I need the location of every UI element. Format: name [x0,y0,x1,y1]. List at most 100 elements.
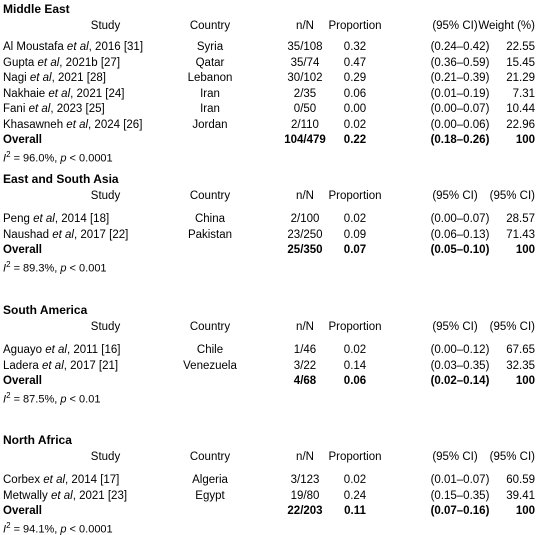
study-name: Khasawneh et al, 2024 [26] [3,119,142,131]
proportion: 0.24 [315,490,395,502]
weight: 39.41 [475,490,535,502]
country: Jordan [165,119,255,131]
heterogeneity-stat: I2 = 94.1%, p < 0.0001 [3,521,113,535]
header-country: Country [165,321,255,333]
country: Iran [165,88,255,100]
proportion: 0.14 [315,360,395,372]
p-value: < 0.001 [70,262,107,274]
weight: 15.45 [475,57,535,69]
overall-label: Overall [3,505,42,517]
p-value: < 0.0001 [70,152,113,164]
country: Algeria [165,474,255,486]
i-squared-value: = 94.1%, [14,523,58,535]
study-name: Al Moustafa et al, 2016 [31] [3,41,143,53]
proportion: 0.02 [315,344,395,356]
weight: 32.35 [475,360,535,372]
p-value: < 0.01 [70,393,101,405]
header-weight: (95% CI) [475,451,535,463]
proportion: 0.02 [315,119,395,131]
weight: 60.59 [475,474,535,486]
proportion: 0.02 [315,474,395,486]
heterogeneity-stat: I2 = 89.3%, p < 0.001 [3,260,107,275]
header-proportion: Proportion [315,321,395,333]
study-name: Peng et al, 2014 [18] [3,213,109,225]
weight: 22.96 [475,119,535,131]
header-weight: Weight (%) [475,20,535,32]
country: Lebanon [165,72,255,84]
proportion: 0.00 [315,103,395,115]
overall-proportion: 0.11 [315,505,395,517]
proportion: 0.09 [315,229,395,241]
overall-label: Overall [3,134,42,146]
weight: 28.57 [475,213,535,225]
header-country: Country [165,451,255,463]
proportion: 0.06 [315,88,395,100]
country: Qatar [165,57,255,69]
p-value: < 0.0001 [70,523,113,535]
study-name: Nakhaie et al, 2021 [24] [3,88,125,100]
overall-proportion: 0.06 [315,375,395,387]
header-weight: (95% CI) [475,190,535,202]
overall-label: Overall [3,375,42,387]
header-proportion: Proportion [315,451,395,463]
weight: 71.43 [475,229,535,241]
proportion: 0.02 [315,213,395,225]
study-name: Corbex et al, 2014 [17] [3,474,119,486]
overall-weight: 100 [475,134,535,146]
study-name: Gupta et al, 2021b [27] [3,57,120,69]
i-squared-value: = 96.0%, [14,152,58,164]
proportion: 0.47 [315,57,395,69]
study-name: Aguayo et al, 2011 [16] [3,344,120,356]
country: Pakistan [165,229,255,241]
heterogeneity-stat: I2 = 87.5%, p < 0.01 [3,391,100,406]
proportion: 0.32 [315,41,395,53]
study-name: Naushad et al, 2017 [22] [3,229,128,241]
country: Chile [165,344,255,356]
section-title: North Africa [3,433,72,447]
section-title: South America [3,303,87,317]
header-weight: (95% CI) [475,321,535,333]
weight: 7.31 [475,88,535,100]
weight: 67.65 [475,344,535,356]
study-name: Nagi et al, 2021 [28] [3,72,106,84]
proportion: 0.29 [315,72,395,84]
country: Syria [165,41,255,53]
weight: 10.44 [475,103,535,115]
overall-weight: 100 [475,505,535,517]
header-country: Country [165,190,255,202]
overall-label: Overall [3,244,42,256]
section-title: Middle East [3,2,70,16]
overall-weight: 100 [475,244,535,256]
overall-weight: 100 [475,375,535,387]
header-country: Country [165,20,255,32]
country: Venezuela [165,360,255,372]
overall-proportion: 0.22 [315,134,395,146]
heterogeneity-stat: I2 = 96.0%, p < 0.0001 [3,150,113,165]
study-name: Fani et al, 2023 [25] [3,103,105,115]
study-name: Metwally et al, 2021 [23] [3,490,127,502]
header-proportion: Proportion [315,20,395,32]
country: China [165,213,255,225]
country: Egypt [165,490,255,502]
header-proportion: Proportion [315,190,395,202]
